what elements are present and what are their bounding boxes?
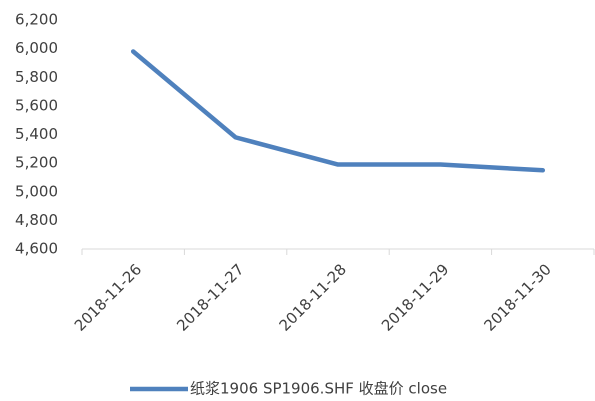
x-tick-label: 2018-11-26 <box>71 260 145 334</box>
x-tick-label: 2018-11-28 <box>276 260 350 334</box>
line-series <box>130 49 546 173</box>
x-tick-label: 2018-11-27 <box>173 260 247 334</box>
legend-label: 纸浆1906 SP1906.SHF 收盘价 close <box>190 380 447 398</box>
x-tick-label: 2018-11-30 <box>480 260 554 334</box>
x-tick-label: 2018-11-29 <box>378 260 452 334</box>
y-tick-label: 5,800 <box>15 68 58 86</box>
y-tick-label: 5,600 <box>15 96 58 114</box>
y-tick-label: 5,000 <box>15 182 58 200</box>
y-tick-label: 6,200 <box>15 11 58 29</box>
y-tick-label: 5,200 <box>15 154 58 172</box>
y-tick-label: 6,000 <box>15 39 58 57</box>
y-tick-label: 4,600 <box>15 240 58 258</box>
y-tick-label: 4,800 <box>15 211 58 229</box>
y-tick-label: 5,400 <box>15 125 58 143</box>
